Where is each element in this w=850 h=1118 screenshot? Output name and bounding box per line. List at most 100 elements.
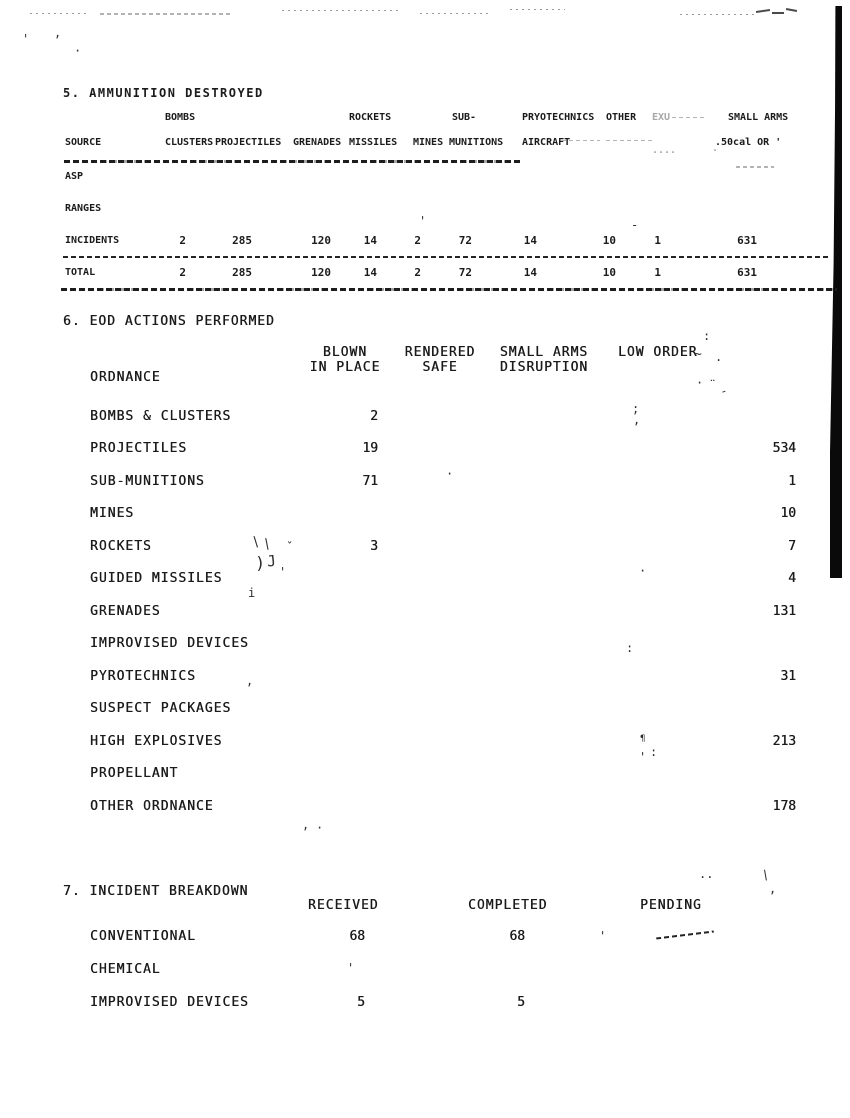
col-received: RECEIVED (308, 898, 379, 913)
handwritten-mark: - (631, 218, 639, 232)
cell: 631 (737, 266, 757, 279)
table-rule (61, 288, 837, 291)
handwritten-mark: ' (279, 565, 287, 579)
eod-row-label: PROJECTILES (90, 441, 188, 456)
cell: 120 (311, 234, 331, 247)
eod-right: 31 (780, 669, 796, 684)
row-label-ranges: RANGES (65, 203, 102, 214)
eod-row-label: BOMBS & CLUSTERS (90, 409, 232, 424)
handwritten-mark: ' (419, 214, 427, 228)
handwritten-swoosh (656, 930, 714, 940)
eod-blown: 2 (370, 409, 378, 424)
handwritten-mark: : (703, 329, 711, 343)
cell: 14 (523, 234, 537, 247)
cell: 285 (232, 266, 252, 279)
col-mines: MINES (413, 137, 444, 148)
cell: 2 (179, 234, 186, 247)
table-rule-faded (736, 166, 774, 168)
col-projectiles: PROJECTILES (215, 137, 282, 148)
eod-right: 7 (788, 539, 796, 554)
eod-blown: 3 (370, 539, 378, 554)
eod-row-label: GUIDED MISSILES (90, 571, 223, 586)
handwritten-mark: ' (639, 750, 647, 764)
eod-blown: 71 (362, 474, 378, 489)
scan-noise-dot: . (712, 143, 719, 154)
handwritten-mark: , (54, 26, 62, 40)
col-small-arms: SMALL ARMS (728, 112, 789, 123)
eod-row-label: MINES (90, 506, 135, 521)
handwritten-mark: ' (347, 961, 355, 975)
handwritten-mark: \ (760, 867, 771, 883)
incident-row-label: IMPROVISED DEVICES (90, 995, 249, 1010)
handwritten-mark: ; (632, 402, 640, 416)
cell: 1 (654, 234, 661, 247)
scan-noise (680, 14, 756, 15)
col-grenades: GRENADES (293, 137, 342, 148)
incident-completed: 68 (509, 929, 525, 944)
cell: 10 (602, 266, 616, 279)
incident-received: 68 (349, 929, 365, 944)
cell: 14 (363, 266, 377, 279)
eod-right: 178 (772, 799, 796, 814)
col-low-order: LOW ORDER (618, 345, 698, 360)
handwritten-mark: , (302, 818, 310, 832)
handwritten-mark: \ (261, 536, 273, 553)
col-blown-in-place: BLOWN IN PLACE (309, 345, 381, 375)
col-50cal: .50cal OR ' (715, 137, 782, 148)
handwritten-mark: ˇ (286, 540, 294, 554)
col-pryotechnics: PRYOTECHNICS (522, 112, 595, 123)
handwritten-mark: · (74, 44, 82, 58)
col-missiles: MISSILES (349, 137, 398, 148)
eod-right: 1 (788, 474, 796, 489)
handwritten-mark: ' (599, 929, 607, 943)
col-small-arms-disruption: SMALL ARMS DISRUPTION (499, 345, 589, 375)
cell: 14 (363, 234, 377, 247)
handwritten-mark: , (633, 413, 641, 427)
eod-row-label: ROCKETS (90, 539, 152, 554)
cell: 1 (654, 266, 661, 279)
section6-title: 6. EOD ACTIONS PERFORMED (63, 314, 275, 329)
handwritten-mark: ¨ (709, 378, 717, 392)
col-sub: SUB- (452, 112, 477, 123)
col-aircraft: AIRCRAFT (522, 137, 571, 148)
scan-noise (562, 140, 600, 141)
handwritten-mark: - (717, 383, 730, 399)
scan-noise (420, 13, 490, 14)
incident-row-label: CONVENTIONAL (90, 929, 196, 944)
eod-right: 4 (788, 571, 796, 586)
table-rule (63, 256, 831, 258)
eod-row-label: SUSPECT PACKAGES (90, 701, 232, 716)
eod-row-label: OTHER ORDNANCE (90, 799, 214, 814)
eod-row-label: PROPELLANT (90, 766, 179, 781)
cell: 285 (232, 234, 252, 247)
handwritten-mark: . (715, 350, 723, 364)
handwritten-mark: · (446, 467, 454, 481)
col-pending: PENDING (640, 898, 702, 913)
eod-row-label: IMPROVISED DEVICES (90, 636, 249, 651)
handwritten-mark: i (248, 586, 256, 600)
cell: 10 (602, 234, 616, 247)
handwritten-mark: ~ (694, 347, 702, 362)
handwritten-mark: , (769, 882, 777, 896)
col-completed: COMPLETED (468, 898, 548, 913)
handwritten-mark: · (639, 564, 647, 578)
section5-title: 5. AMMUNITION DESTROYED (63, 86, 264, 100)
col-rendered-safe: RENDERED SAFE (404, 345, 476, 375)
col-clusters: CLUSTERS (165, 137, 214, 148)
handwritten-mark: .. (699, 867, 714, 881)
eod-blown: 19 (362, 441, 378, 456)
handwritten-mark: · (316, 821, 324, 835)
col-munitions: MUNITIONS (449, 137, 504, 148)
eod-row-label: PYROTECHNICS (90, 669, 196, 684)
section7-title: 7. INCIDENT BREAKDOWN (63, 884, 249, 899)
cell: 2 (414, 234, 421, 247)
handwritten-mark: ¶ (640, 734, 646, 744)
cell: 2 (414, 266, 421, 279)
incident-completed: 5 (517, 995, 525, 1010)
row-label-total: TOTAL (65, 267, 96, 278)
scan-edge-bar (830, 6, 842, 578)
group-label-ordnance: ORDNANCE (90, 370, 161, 385)
row-label-asp: ASP (65, 171, 84, 182)
incident-row-label: CHEMICAL (90, 962, 161, 977)
